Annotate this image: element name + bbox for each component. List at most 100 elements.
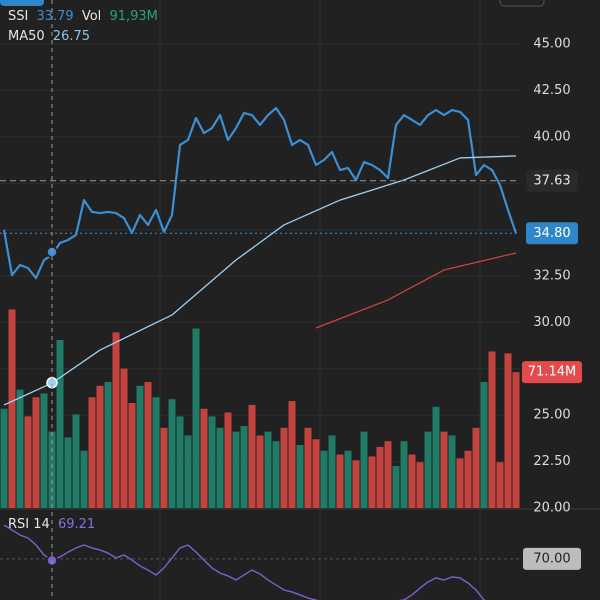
volume-bar	[136, 385, 144, 508]
level-label: 37.63	[533, 173, 570, 188]
legend-name: SSI	[8, 9, 28, 24]
price-line	[315, 252, 517, 329]
volume-bar	[16, 389, 24, 508]
legend-name: MA50	[8, 29, 45, 44]
legend: SSI 33.79 Vol 91,93M	[8, 9, 158, 24]
volume-bar	[512, 372, 520, 508]
volume-bar	[0, 408, 8, 508]
legend-value: 33.79	[36, 9, 73, 24]
y-tick-label: 25.00	[533, 408, 570, 423]
volume-bar	[320, 450, 328, 508]
volume-bar	[352, 460, 360, 508]
price-line	[3, 155, 517, 406]
volume-label: 71.14M	[528, 365, 576, 380]
volume-bar	[424, 431, 432, 508]
volume-bar	[72, 414, 80, 508]
price-line	[2, 106, 518, 280]
volume-bar	[40, 393, 48, 508]
y-tick-label: 42.50	[533, 83, 570, 98]
legend-name: Vol	[82, 9, 101, 24]
volume-bar	[448, 435, 456, 508]
volume-bar	[144, 382, 152, 508]
overlay: 45.0042.5040.0037.5035.0032.5030.0027.50…	[46, 36, 582, 570]
volume-bar	[432, 406, 440, 508]
volume-bar	[80, 450, 88, 508]
volume-bar	[88, 397, 96, 508]
legend-value: 69.21	[58, 517, 95, 532]
vertical-grid	[159, 0, 481, 600]
volume-bar	[48, 431, 56, 508]
volume-bar	[256, 435, 264, 508]
volume-bar	[168, 399, 176, 508]
volume-label-box	[522, 361, 582, 384]
rsi-tick-box	[523, 547, 581, 570]
volume-bar	[128, 403, 136, 508]
volume-bar	[288, 401, 296, 508]
rsi-tick-label: 70.00	[533, 551, 570, 566]
legend-name: RSI 14	[8, 517, 50, 532]
y-tick-label: 40.00	[533, 129, 570, 144]
volume-bar	[56, 340, 64, 508]
volume-bar	[272, 441, 280, 508]
volume-bar	[64, 437, 72, 508]
volume-bar	[408, 454, 416, 508]
volume-bar	[416, 462, 424, 508]
volume-bar	[160, 427, 168, 508]
y-tick-label: 45.00	[533, 36, 570, 51]
volume-bar	[368, 456, 376, 508]
volume-bar	[312, 439, 320, 508]
volume-bar	[120, 368, 128, 508]
volume-bar	[472, 427, 480, 508]
volume-bar	[176, 416, 184, 508]
volume-bar	[248, 404, 256, 508]
volume-bar	[184, 435, 192, 508]
volume-bar	[504, 353, 512, 508]
volume-bar	[24, 416, 32, 508]
volume-bar	[344, 450, 352, 508]
volume-bar	[360, 431, 368, 508]
rsi-line	[3, 524, 486, 600]
volume-bar	[336, 454, 344, 508]
legend: RSI 14 69.21	[8, 517, 95, 532]
volume-bar	[96, 385, 104, 508]
volume-bar	[240, 425, 248, 508]
volume-bar	[104, 382, 112, 508]
volume-bar	[192, 328, 200, 508]
volume-bar	[264, 431, 272, 508]
volume-bar	[488, 351, 496, 508]
tab-button[interactable]	[499, 0, 545, 7]
volume-bar	[280, 427, 288, 508]
y-tick-label: 32.50	[533, 268, 570, 283]
volume-bar	[376, 446, 384, 508]
volume-bar	[392, 466, 400, 508]
legend-value: 26.75	[53, 29, 90, 44]
y-tick-label: 20.00	[533, 501, 570, 516]
volume-bar	[400, 441, 408, 508]
volume-bar	[304, 427, 312, 508]
volume-bar	[152, 397, 160, 508]
volume-bar	[440, 431, 448, 508]
last-price-box	[526, 222, 578, 245]
volume-bar	[464, 450, 472, 508]
legend-value: 91,93M	[109, 9, 157, 24]
volume-bar	[384, 441, 392, 508]
last-price-label: 34.80	[533, 226, 570, 241]
volume-bar	[232, 431, 240, 508]
volume-bar	[200, 408, 208, 508]
legend: MA50 26.75	[8, 29, 90, 44]
level-label-box	[526, 169, 578, 192]
volume-bar	[208, 416, 216, 508]
price-panel	[0, 43, 520, 508]
volume-bar	[216, 427, 224, 508]
volume-bar	[112, 332, 120, 508]
volume-bar	[296, 445, 304, 508]
volume-bar	[456, 458, 464, 508]
volume-bar	[224, 412, 232, 508]
volume-bar	[496, 462, 504, 508]
y-tick-label: 22.50	[533, 454, 570, 469]
volume-bar	[480, 382, 488, 508]
tab-button[interactable]	[0, 0, 44, 6]
rsi-panel	[0, 524, 520, 600]
volume-bar	[328, 435, 336, 508]
